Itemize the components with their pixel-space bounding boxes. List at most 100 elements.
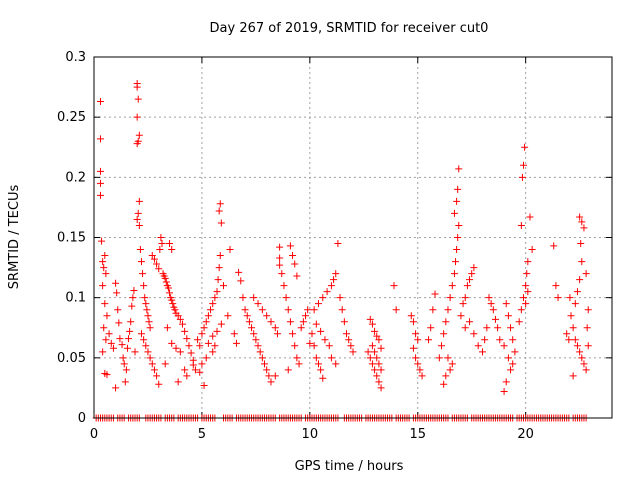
- data-point: [373, 332, 381, 340]
- data-point: [291, 260, 299, 268]
- data-point: [448, 360, 456, 368]
- data-point: [577, 240, 585, 248]
- data-point: [105, 330, 113, 338]
- data-point: [191, 366, 199, 374]
- data-point: [181, 366, 189, 374]
- data-point: [133, 140, 141, 148]
- data-point: [174, 378, 182, 386]
- data-point: [163, 324, 171, 332]
- data-point: [137, 258, 145, 266]
- data-point: [134, 95, 142, 103]
- data-point: [215, 207, 223, 215]
- data-point: [216, 252, 224, 260]
- data-point: [565, 336, 573, 344]
- data-point: [263, 312, 271, 320]
- y-axis-label: SRMTID / TECUs: [7, 185, 22, 290]
- data-point: [135, 197, 143, 205]
- data-point: [576, 213, 584, 221]
- data-point: [125, 335, 133, 343]
- data-point: [171, 306, 179, 314]
- data-point: [371, 348, 379, 356]
- x-tick-label: 15: [409, 427, 426, 442]
- data-point: [563, 330, 571, 338]
- data-point: [284, 306, 292, 314]
- data-point: [181, 327, 189, 335]
- data-point: [491, 315, 499, 323]
- data-point: [520, 161, 528, 169]
- data-point: [241, 306, 249, 314]
- data-point: [582, 366, 590, 374]
- data-point: [578, 218, 586, 226]
- data-point: [332, 270, 340, 278]
- data-point: [314, 360, 322, 368]
- data-point: [142, 342, 150, 350]
- data-point: [466, 318, 474, 326]
- data-point: [573, 342, 581, 350]
- data-point: [256, 348, 264, 356]
- data-point: [101, 252, 109, 260]
- data-point: [99, 258, 107, 266]
- data-point: [567, 312, 575, 320]
- data-point: [245, 318, 253, 326]
- data-point: [377, 366, 385, 374]
- data-point: [220, 282, 227, 290]
- data-point: [254, 342, 262, 350]
- data-point: [504, 354, 512, 362]
- data-point: [479, 348, 486, 356]
- data-point: [263, 366, 271, 374]
- data-point: [584, 306, 592, 314]
- data-point: [189, 361, 197, 369]
- x-axis-label: GPS time / hours: [295, 459, 404, 474]
- data-point: [119, 354, 127, 362]
- data-point: [321, 336, 329, 344]
- data-point: [230, 330, 238, 338]
- data-point: [164, 284, 172, 292]
- data-point: [153, 260, 161, 268]
- data-point: [317, 327, 325, 335]
- data-point: [213, 327, 221, 335]
- data-point: [566, 294, 574, 302]
- data-point: [500, 388, 508, 396]
- data-point: [239, 294, 247, 302]
- x-tick-label: 10: [302, 427, 319, 442]
- data-point: [158, 240, 166, 248]
- data-point: [145, 318, 153, 326]
- data-point: [528, 246, 536, 254]
- data-point: [286, 242, 294, 250]
- data-point: [127, 318, 135, 326]
- data-point: [176, 348, 184, 356]
- data-point: [371, 366, 379, 374]
- data-point: [172, 344, 180, 352]
- x-tick-label: 5: [198, 427, 206, 442]
- data-point: [258, 354, 266, 362]
- data-point: [578, 354, 586, 362]
- data-point: [280, 282, 288, 290]
- data-point: [133, 113, 141, 121]
- data-point: [146, 324, 154, 332]
- data-point: [209, 348, 217, 356]
- data-point: [150, 255, 158, 263]
- data-point: [169, 300, 177, 308]
- data-point: [461, 294, 469, 302]
- data-point: [144, 348, 152, 356]
- data-point: [573, 288, 581, 296]
- data-point: [200, 382, 208, 390]
- data-point: [336, 294, 344, 302]
- data-point: [107, 339, 115, 347]
- data-point: [289, 330, 297, 338]
- data-point: [454, 185, 462, 193]
- data-point: [198, 360, 206, 368]
- data-point: [526, 213, 534, 221]
- data-point: [297, 324, 305, 332]
- data-point: [455, 165, 463, 173]
- data-point: [450, 209, 458, 217]
- data-point: [155, 380, 163, 388]
- data-point: [204, 312, 212, 320]
- data-point: [137, 330, 145, 338]
- data-point: [576, 276, 584, 284]
- data-point: [427, 324, 435, 332]
- data-point: [327, 282, 335, 290]
- data-point: [250, 294, 258, 302]
- data-point: [133, 83, 141, 91]
- data-point: [576, 348, 584, 356]
